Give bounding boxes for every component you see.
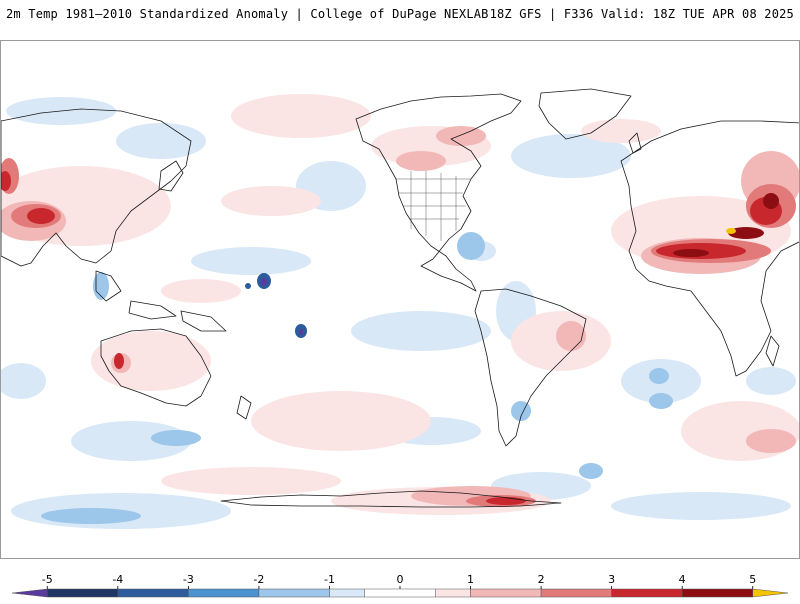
- colorbar-tick-label: 2: [538, 573, 545, 586]
- colorbar-tick-label: -5: [42, 573, 53, 586]
- us-state-borders: [396, 171, 471, 241]
- colorbar-tick-label: 4: [679, 573, 686, 586]
- colorbar-bin: [47, 588, 119, 598]
- colorbar-bin: [258, 588, 330, 598]
- anomaly-map[interactable]: [0, 40, 800, 559]
- coastlines: [1, 88, 799, 508]
- product-title: 2m Temp 1981–2010 Standardized Anomaly |…: [6, 7, 489, 21]
- colorbar-bin: [752, 588, 789, 598]
- model-run-valid-time: 18Z GFS | F336 Valid: 18Z TUE APR 08 202…: [489, 7, 794, 21]
- colorbar-tick-label: 3: [608, 573, 615, 586]
- colorbar-tick-label: -2: [253, 573, 264, 586]
- colorbar-bin: [188, 588, 260, 598]
- colorbar-bin: [611, 588, 683, 598]
- colorbar-tick-label: -1: [324, 573, 335, 586]
- colorbar-bin: [364, 588, 436, 598]
- colorbar-tick-label: -4: [112, 573, 123, 586]
- colorbar: -5 -4 -3 -2 -1 0 1 2 3 4 5: [0, 565, 800, 600]
- anomaly-shading: [1, 94, 799, 529]
- colorbar-tick-label: 1: [467, 573, 474, 586]
- header: 2m Temp 1981–2010 Standardized Anomaly |…: [0, 0, 800, 40]
- colorbar-bin: [329, 588, 365, 598]
- colorbar-bin: [681, 588, 753, 598]
- colorbar-bin: [435, 588, 471, 598]
- colorbar-bin: [470, 588, 542, 598]
- colorbar-bin: [11, 588, 48, 598]
- colorbar-tick-label: -3: [183, 573, 194, 586]
- colorbar-bin: [540, 588, 612, 598]
- colorbar-tick-label: 5: [749, 573, 756, 586]
- colorbar-tick-label: 0: [397, 573, 404, 586]
- colorbar-bin: [117, 588, 189, 598]
